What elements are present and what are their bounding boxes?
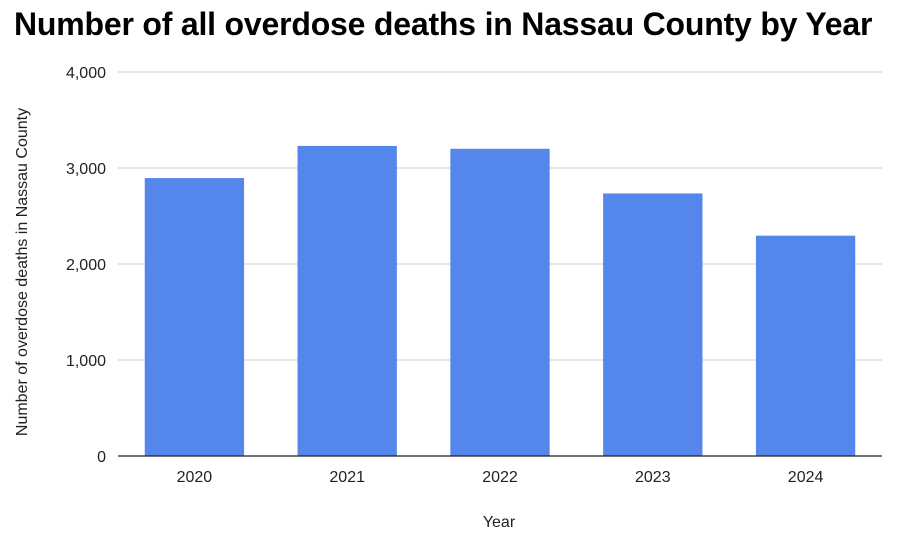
y-tick-label: 1,000 bbox=[66, 353, 106, 370]
y-axis-label: Number of overdose deaths in Nassau Coun… bbox=[14, 108, 31, 436]
y-axis-ticks: 0 1,000 2,000 3,000 4,000 bbox=[66, 65, 106, 466]
x-tick-label: 2021 bbox=[329, 469, 365, 486]
y-tick-label: 0 bbox=[97, 449, 106, 466]
chart-title: Number of all overdose deaths in Nassau … bbox=[14, 6, 873, 42]
x-tick-label: 2023 bbox=[635, 469, 671, 486]
bar-2023 bbox=[603, 193, 703, 456]
bars bbox=[144, 145, 856, 457]
bar-2020 bbox=[144, 178, 245, 456]
y-tick-label: 2,000 bbox=[66, 257, 106, 274]
x-axis-label: Year bbox=[483, 514, 516, 531]
y-tick-label: 4,000 bbox=[66, 65, 106, 82]
bar-2021 bbox=[297, 145, 397, 457]
y-tick-label: 3,000 bbox=[66, 161, 106, 178]
x-tick-label: 2022 bbox=[482, 469, 518, 486]
bar-2024 bbox=[755, 235, 856, 456]
x-tick-label: 2020 bbox=[177, 469, 213, 486]
x-tick-label: 2024 bbox=[788, 469, 824, 486]
bar-2022 bbox=[450, 148, 550, 457]
x-axis-ticks: 2020 2021 2022 2023 2024 bbox=[177, 469, 824, 486]
